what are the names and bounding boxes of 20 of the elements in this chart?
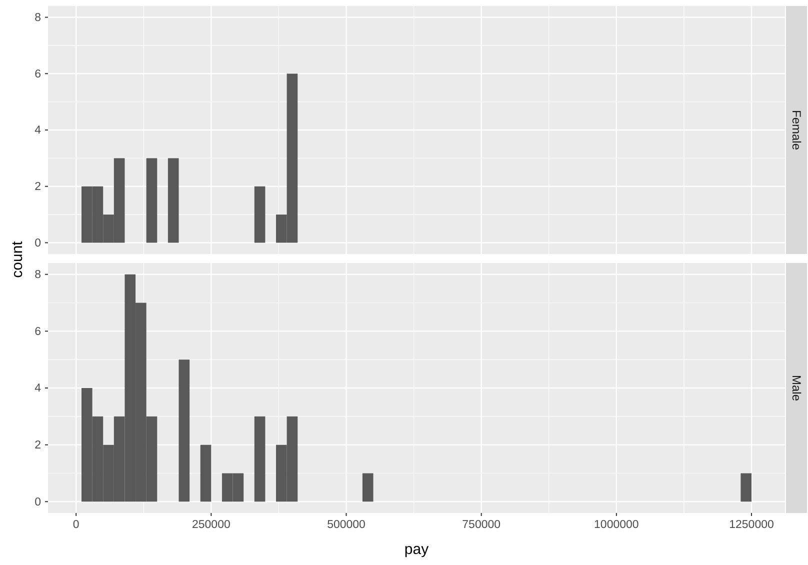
text: Female [789,110,804,150]
x-tick-label: 750000 [462,519,501,532]
x-tick-label: 1250000 [729,519,774,532]
y-tick-label: 0 [34,496,41,508]
y-tick-label: 6 [34,68,41,80]
x-axis-title: pay [404,541,430,558]
y-tick-label: 2 [34,181,41,194]
x-tick-label: 1000000 [594,519,639,532]
y-tick-label: 0 [34,237,41,250]
y-tick-label: 4 [34,382,42,395]
y-tick-label: 6 [34,326,41,338]
x-tick-label: 0 [72,519,80,532]
text: Male [789,374,804,402]
y-tick-label: 4 [34,124,42,137]
y-tick-label: 8 [34,12,41,24]
y-axis-title: count [9,240,26,278]
x-tick-label: 250000 [192,519,230,532]
y-tick-label: 2 [34,440,41,452]
y-tick-label: 8 [34,269,41,282]
x-tick-label: 500000 [327,519,366,532]
